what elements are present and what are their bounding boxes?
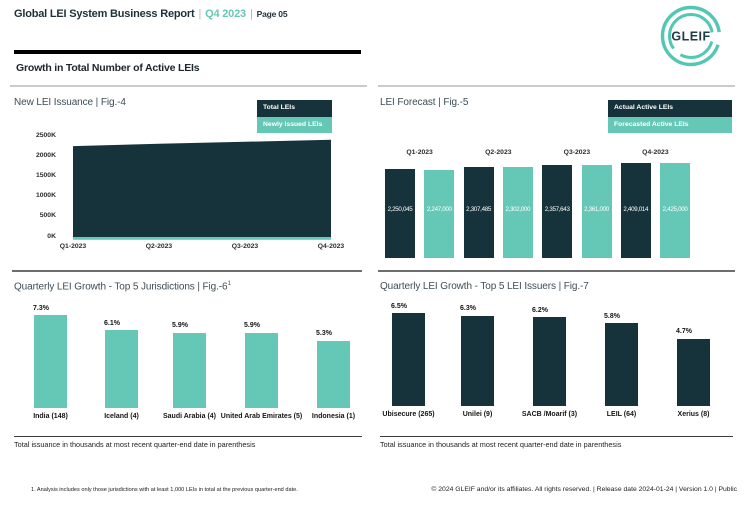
fig7-category-label: Unilei (9) [462,411,493,418]
fig7-value-label: 6.2% [532,306,548,314]
fig7-category-label: LEIL (64) [606,411,637,418]
report-period: Q4 2023 [205,8,246,20]
fig5-bar-actual: 2,250,045 [385,169,415,258]
page-number: Page 05 [256,9,288,19]
legend-item-newly-issued-leis: Newly Issued LEIs [257,116,332,133]
section-heading: Growth in Total Number of Active LEIs [16,62,200,74]
fig5-bar-value-label: 2,357,643 [544,205,570,213]
fig7-value-label: 6.3% [460,305,476,313]
fig5-bar-forecast: 2,425,000 [660,162,691,258]
panel-border-top-right [378,85,735,87]
separator: | [249,8,253,20]
fig5-bar-forecast: 2,247,000 [424,169,455,258]
fig5-bar-actual: 2,409,014 [620,163,651,258]
copyright-line: © 2024 GLEIF and/or its affiliates. All … [431,486,737,493]
fig6-title: Quarterly LEI Growth - Top 5 Jurisdictio… [14,281,231,292]
report-title: Global LEI System Business Report [14,8,195,20]
fig6-value-label: 5.9% [172,322,188,330]
fig5-quarter-label: Q1-2023 [406,149,433,156]
fig6-category-label: Indonesia (1) [311,413,356,420]
fig7-value-label: 5.8% [604,312,620,320]
fig7-bar [677,338,710,406]
fig6-category-label: United Arab Emirates (5) [220,413,303,420]
fig5-bar-value-label: 2,247,000 [426,206,452,213]
fig7-value-label: 6.5% [391,302,407,310]
panel-border-bottom-left [12,270,362,272]
fig7-footnote-divider [380,436,733,438]
fig7-category-label: SACB /Moarif (3) [521,411,578,418]
fig6-footnote-marker: 1 [227,281,231,287]
fig6-bar [34,315,67,408]
fig4-x-tick: Q1-2023 [59,243,87,250]
fig4-y-tick: 500K [39,212,56,220]
fig5-title: LEI Forecast | Fig.-5 [380,97,469,108]
gleif-logo-text: GLEIF [671,30,710,44]
fig5-quarter-label: Q4-2023 [642,149,669,156]
legend-item-actual-active-leis: Actual Active LEIs [608,100,732,117]
fig7-title: Quarterly LEI Growth - Top 5 LEI Issuers… [380,281,589,292]
fig5-bar-value-label: 2,250,045 [387,205,413,213]
fig4-y-tick: 1500K [35,171,56,179]
fig5-quarter-label: Q3-2023 [563,149,591,156]
fig4-y-tick: 1000K [35,192,56,200]
fig5-bar-forecast: 2,302,000 [502,167,533,258]
fig6-bar [105,330,138,408]
report-header: Global LEI System Business Report | Q4 202… [14,8,288,20]
fig5-legend: Actual Active LEIs Forecasted Active LEI… [608,100,732,133]
fig6-value-label: 6.1% [104,319,120,327]
fig6-footnote-divider [14,436,362,438]
fig5-bar-value-label: 2,409,014 [623,205,649,213]
panel-border-bottom-right [378,270,735,272]
fig7-bar [461,315,494,406]
fig6-bar [173,332,206,408]
fig5-quarter-label: Q2-2023 [485,149,512,156]
panel-border-top-left [10,85,367,87]
fig6-category-label: Saudi Arabia (4) [162,413,217,420]
fig5-bar-forecast: 2,361,000 [581,165,612,258]
fig4-x-tick: Q3-2023 [231,243,259,250]
fig6-value-label: 5.9% [244,322,260,330]
gleif-logo-rings: GLEIF [660,5,722,67]
fig5-bar-actual: 2,307,485 [463,167,494,258]
fig5-bar-actual: 2,357,643 [542,165,573,258]
fig6-bar [317,340,350,408]
analysis-footnote: 1. Analysis includes only those jurisdic… [31,487,298,493]
fig7-bar [392,313,425,407]
fig6-footnote: Total issuance in thousands at most rece… [14,440,256,449]
fig6-value-label: 5.3% [316,330,332,337]
separator: | [198,8,202,20]
legend-item-forecasted-active-leis: Forecasted Active LEIs [608,116,732,133]
fig6-value-label: 7.3% [33,304,49,312]
fig4-y-tick: 2000K [35,151,56,159]
fig7-category-label: Ubisecure (265) [382,411,435,418]
fig5-bar-value-label: 2,361,000 [584,206,609,213]
fig6-title-text: Quarterly LEI Growth - Top 5 Jurisdictio… [14,281,228,293]
fig4-title: New LEI Issuance | Fig.-4 [14,97,126,108]
fig4-x-tick: Q4-2023 [317,243,345,250]
fig4-x-tick: Q2-2023 [145,243,173,250]
fig5-bar-value-label: 2,425,000 [662,206,688,213]
fig7-footnote: Total issuance in thousands at most rece… [380,440,622,449]
fig6-category-label: Iceland (4) [104,413,139,420]
fig7-bar [533,317,566,406]
fig7-category-label: Xerius (8) [677,411,710,418]
fig5-bar-value-label: 2,307,485 [466,205,491,213]
legend-item-total-leis: Total LEIs [257,100,332,117]
fig4-y-tick: 0K [47,232,56,240]
fig7-value-label: 4.7% [676,328,692,336]
header-rule [14,50,361,54]
fig6-category-label: India (148) [33,413,68,420]
fig5-bar-value-label: 2,302,000 [505,205,531,213]
fig7-bar [605,323,638,406]
fig4-legend: Total LEIs Newly Issued LEIs [257,100,332,133]
fig6-bar [245,332,278,408]
gleif-logo: GLEIF [658,3,724,69]
fig4-y-tick: 2500K [35,131,56,139]
fig4-area-chart [73,134,331,241]
